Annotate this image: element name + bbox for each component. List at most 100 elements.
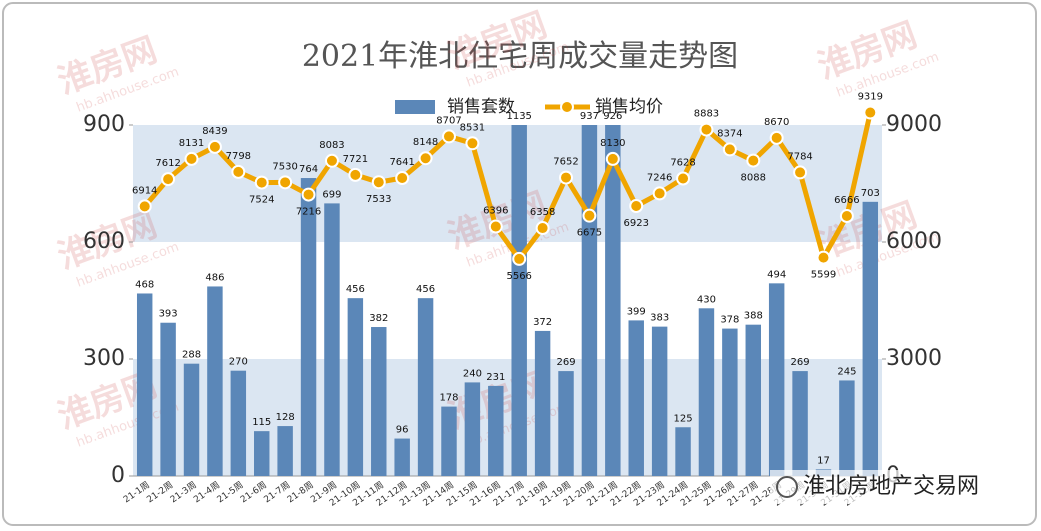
bar-value-label: 494 — [767, 269, 786, 280]
line-value-label: 5599 — [811, 270, 836, 281]
line-value-label: 9319 — [858, 92, 883, 103]
line-value-label: 7641 — [389, 157, 414, 168]
bar — [862, 201, 879, 476]
line-marker — [535, 221, 550, 236]
line-marker — [301, 187, 316, 202]
bar-value-label: 17 — [817, 455, 830, 466]
line-marker — [395, 171, 410, 186]
line-marker — [839, 209, 854, 224]
line-value-label: 5566 — [506, 271, 531, 282]
line-marker — [793, 165, 808, 180]
line-value-label: 7216 — [296, 207, 321, 218]
legend-label: 销售均价 — [595, 97, 663, 117]
bar-value-label: 926 — [603, 111, 622, 122]
line-marker — [231, 164, 246, 179]
line-marker — [746, 153, 761, 168]
y-tick-label: 600 — [83, 229, 125, 254]
bar-value-label: 115 — [252, 417, 271, 428]
line-marker — [441, 129, 456, 144]
bar — [394, 438, 410, 476]
line-marker — [348, 167, 363, 182]
bar — [628, 320, 644, 476]
line-value-label: 7628 — [670, 158, 695, 169]
line-marker — [418, 151, 433, 166]
bar-value-label: 430 — [697, 294, 716, 305]
line-value-label: 8148 — [413, 137, 438, 148]
line-value-label: 8531 — [460, 122, 485, 133]
bar-value-label: 699 — [322, 189, 341, 200]
line-value-label: 6666 — [834, 195, 859, 206]
bar — [230, 370, 247, 476]
bar — [464, 382, 481, 476]
line-marker — [184, 151, 199, 166]
bar-value-label: 393 — [159, 309, 178, 320]
bar-value-label: 468 — [135, 279, 154, 290]
bar-value-label: 269 — [791, 357, 810, 368]
line-value-label: 8083 — [319, 140, 344, 151]
bar — [675, 427, 691, 476]
line-marker — [371, 175, 386, 190]
bar — [722, 328, 738, 476]
bar-value-label: 382 — [369, 313, 388, 324]
y2-tick-label: 9000 — [886, 112, 942, 137]
bar — [511, 125, 527, 476]
line-marker — [816, 250, 831, 265]
line-value-label: 6396 — [483, 206, 508, 217]
bar-value-label: 456 — [346, 284, 365, 295]
bar — [136, 293, 153, 476]
bar — [277, 426, 293, 476]
bar — [300, 178, 317, 476]
line-value-label: 8670 — [764, 117, 789, 128]
line-marker — [254, 175, 269, 190]
bar — [160, 322, 176, 476]
line-marker — [769, 130, 784, 145]
line-value-label: 7612 — [155, 158, 180, 169]
line-value-label: 7798 — [226, 151, 251, 162]
watermark: 淮北房地产交易网 — [803, 474, 979, 499]
line-value-label: 8131 — [179, 138, 204, 149]
bar-value-label: 231 — [486, 372, 505, 383]
bar — [651, 326, 668, 476]
line-marker — [676, 171, 691, 186]
bar-value-label: 937 — [580, 111, 599, 122]
line-value-label: 8439 — [202, 126, 227, 137]
bar — [207, 286, 223, 476]
bar-value-label: 270 — [229, 357, 248, 368]
legend-marker — [560, 100, 574, 114]
line-marker — [863, 105, 878, 120]
y2-tick-label: 6000 — [886, 229, 942, 254]
line-marker — [629, 199, 644, 214]
line-value-label: 6675 — [577, 228, 602, 239]
line-value-label: 7246 — [647, 172, 672, 183]
bar-value-label: 703 — [861, 188, 880, 199]
bar-value-label: 125 — [674, 413, 693, 424]
line-marker — [652, 186, 667, 201]
bar-value-label: 372 — [533, 317, 552, 328]
bar — [417, 298, 434, 476]
line-marker — [582, 208, 597, 223]
bar-value-label: 388 — [744, 311, 763, 322]
bar — [581, 125, 598, 476]
line-value-label: 8883 — [694, 109, 719, 120]
bar — [324, 203, 340, 476]
bar-value-label: 378 — [720, 315, 739, 326]
bar — [534, 330, 551, 476]
line-marker — [161, 172, 176, 187]
bar — [605, 125, 621, 476]
bar-value-label: 399 — [627, 306, 646, 317]
line-value-label: 6358 — [530, 207, 555, 218]
line-value-label: 7533 — [366, 194, 391, 205]
bar-value-label: 1135 — [506, 111, 531, 122]
line-marker — [605, 151, 620, 166]
line-value-label: 7524 — [249, 195, 274, 206]
bar — [347, 298, 364, 476]
bar — [839, 380, 855, 476]
line-marker — [324, 153, 339, 168]
line-marker — [137, 199, 152, 214]
bar — [558, 371, 574, 476]
line-marker — [465, 136, 480, 151]
line-marker — [207, 139, 222, 154]
line-marker — [722, 142, 737, 157]
bar-value-label: 486 — [205, 272, 224, 283]
